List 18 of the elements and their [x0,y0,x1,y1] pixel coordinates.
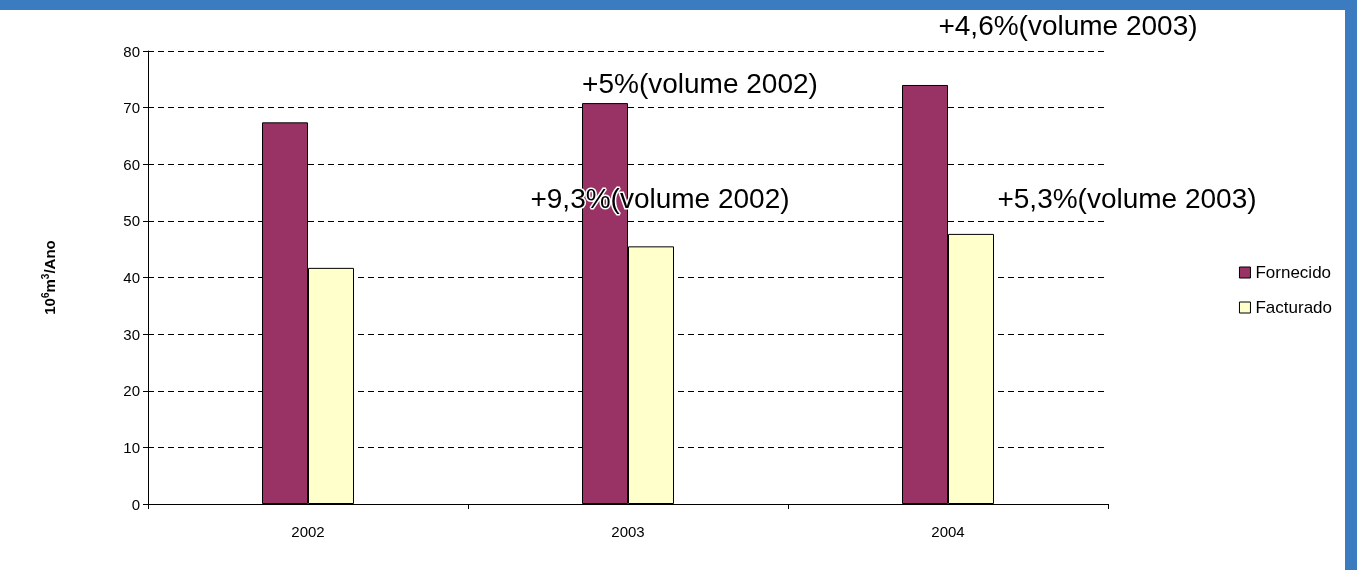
legend-label: Facturado [1255,298,1333,317]
x-tick-label: 2002 [291,523,325,540]
y-tick-label: 50 [123,212,140,230]
text: +4,6%(volume 2003) [938,9,1198,41]
y-tick-label: 0 [131,495,140,513]
y-axis-title: 106m3/Ano [39,240,58,315]
annotation: +5,3%(volume 2003) [997,182,1257,214]
y-tick-label: 30 [123,325,140,343]
x-tick-label: 2004 [931,523,965,540]
y-tick-label: 20 [123,382,140,400]
y-tick-label: 80 [123,42,140,60]
legend-label: Fornecido [1255,263,1332,282]
y-tick-label: 70 [123,99,140,117]
y-tick-label: 10 [123,438,140,456]
y-tick-label: 60 [123,155,140,173]
annotation: +5%(volume 2002) [582,67,818,99]
x-tick-label: 2003 [611,523,645,540]
y-tick-label: 40 [123,269,140,286]
